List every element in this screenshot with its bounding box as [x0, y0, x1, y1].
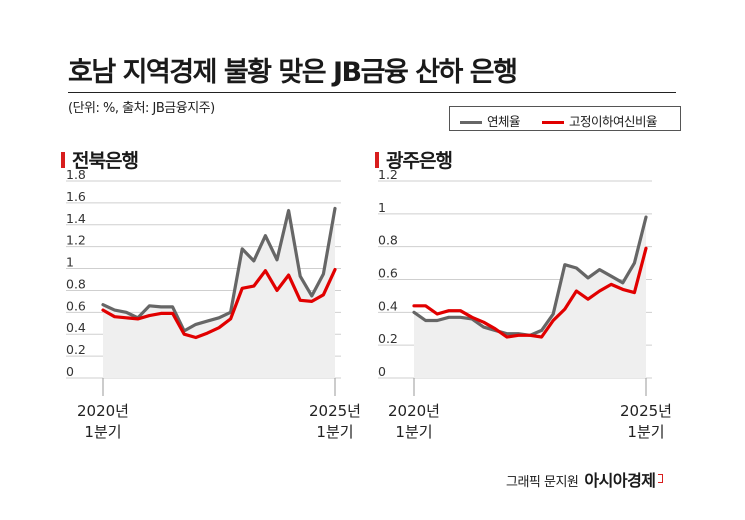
y-tick-label: 1.2 — [66, 233, 86, 248]
series-line-npl — [412, 246, 648, 339]
legend-swatch-overdue — [460, 121, 482, 124]
area-fill — [103, 208, 335, 378]
area-fill — [414, 217, 646, 378]
panel-title-gwangju: 광주은행 — [375, 146, 453, 173]
x-tick-label: 2025년 — [309, 402, 361, 420]
panel-title-marker — [61, 152, 65, 168]
y-tick-label: 1.6 — [66, 189, 86, 204]
x-tick-label: 1분기 — [84, 423, 121, 441]
x-tick-label: 1분기 — [627, 423, 664, 441]
unit-note: (단위: %, 출처: JB금융지주) — [68, 101, 215, 116]
panel-title-jeonbuk-text: 전북은행 — [72, 150, 139, 172]
legend-item-npl: 고정이하여신비율 — [542, 111, 658, 130]
y-tick-label: 0.8 — [378, 233, 398, 248]
y-tick-label: 1.8 — [66, 167, 86, 182]
chart-gwangju: 0 0.2 0.4 0.6 0.8 1 1.2 2020년 1분기 2025년 1분기 — [378, 167, 672, 441]
x-tick-label: 2025년 — [620, 402, 672, 420]
series-line-npl — [101, 268, 337, 340]
legend: 연체율 고정이하여신비율 — [449, 106, 681, 131]
y-tick-label: 0 — [66, 364, 74, 379]
title-divider — [68, 92, 676, 93]
y-tick-label: 1.2 — [378, 167, 398, 182]
credit: 그래픽 문지원 아시아경제 — [506, 467, 663, 491]
panel-title-gwangju-text: 광주은행 — [386, 150, 453, 172]
x-tick-label: 1분기 — [316, 423, 353, 441]
x-tick-label: 2020년 — [77, 402, 129, 420]
x-tick-label: 1분기 — [395, 423, 432, 441]
brand-mark-icon — [657, 474, 663, 483]
y-tick-label: 1 — [378, 200, 386, 215]
credit-text: 그래픽 문지원 — [506, 475, 579, 490]
legend-swatch-npl — [542, 121, 564, 124]
y-tick-label: 0.2 — [378, 331, 398, 346]
chart-jeonbuk: 0 0.2 0.4 0.6 0.8 1 1.2 1.4 1.6 1.8 2020년 1분기 2025년 1… — [66, 167, 361, 441]
y-tick-label: 0.6 — [66, 298, 86, 313]
panel-title-jeonbuk: 전북은행 — [61, 146, 139, 173]
series-line-overdue — [101, 206, 337, 333]
y-tick-label: 0.6 — [378, 266, 398, 281]
y-tick-label: 0 — [378, 364, 386, 379]
y-tick-label: 0.8 — [66, 276, 86, 291]
y-tick-label: 1.4 — [66, 211, 86, 226]
legend-label-overdue: 연체율 — [487, 114, 521, 129]
y-tick-label: 0.2 — [66, 342, 86, 357]
panel-title-marker — [375, 152, 379, 168]
legend-item-overdue: 연체율 — [460, 111, 521, 130]
y-tick-label: 0.4 — [378, 298, 398, 313]
y-tick-label: 1 — [66, 255, 74, 270]
y-tick-label: 0.4 — [66, 320, 86, 335]
legend-label-npl: 고정이하여신비율 — [569, 114, 658, 129]
brand-logo: 아시아경제 — [584, 471, 656, 490]
x-tick-label: 2020년 — [388, 402, 440, 420]
page-title: 호남 지역경제 불황 맞은 JB금융 산하 은행 — [68, 57, 518, 88]
